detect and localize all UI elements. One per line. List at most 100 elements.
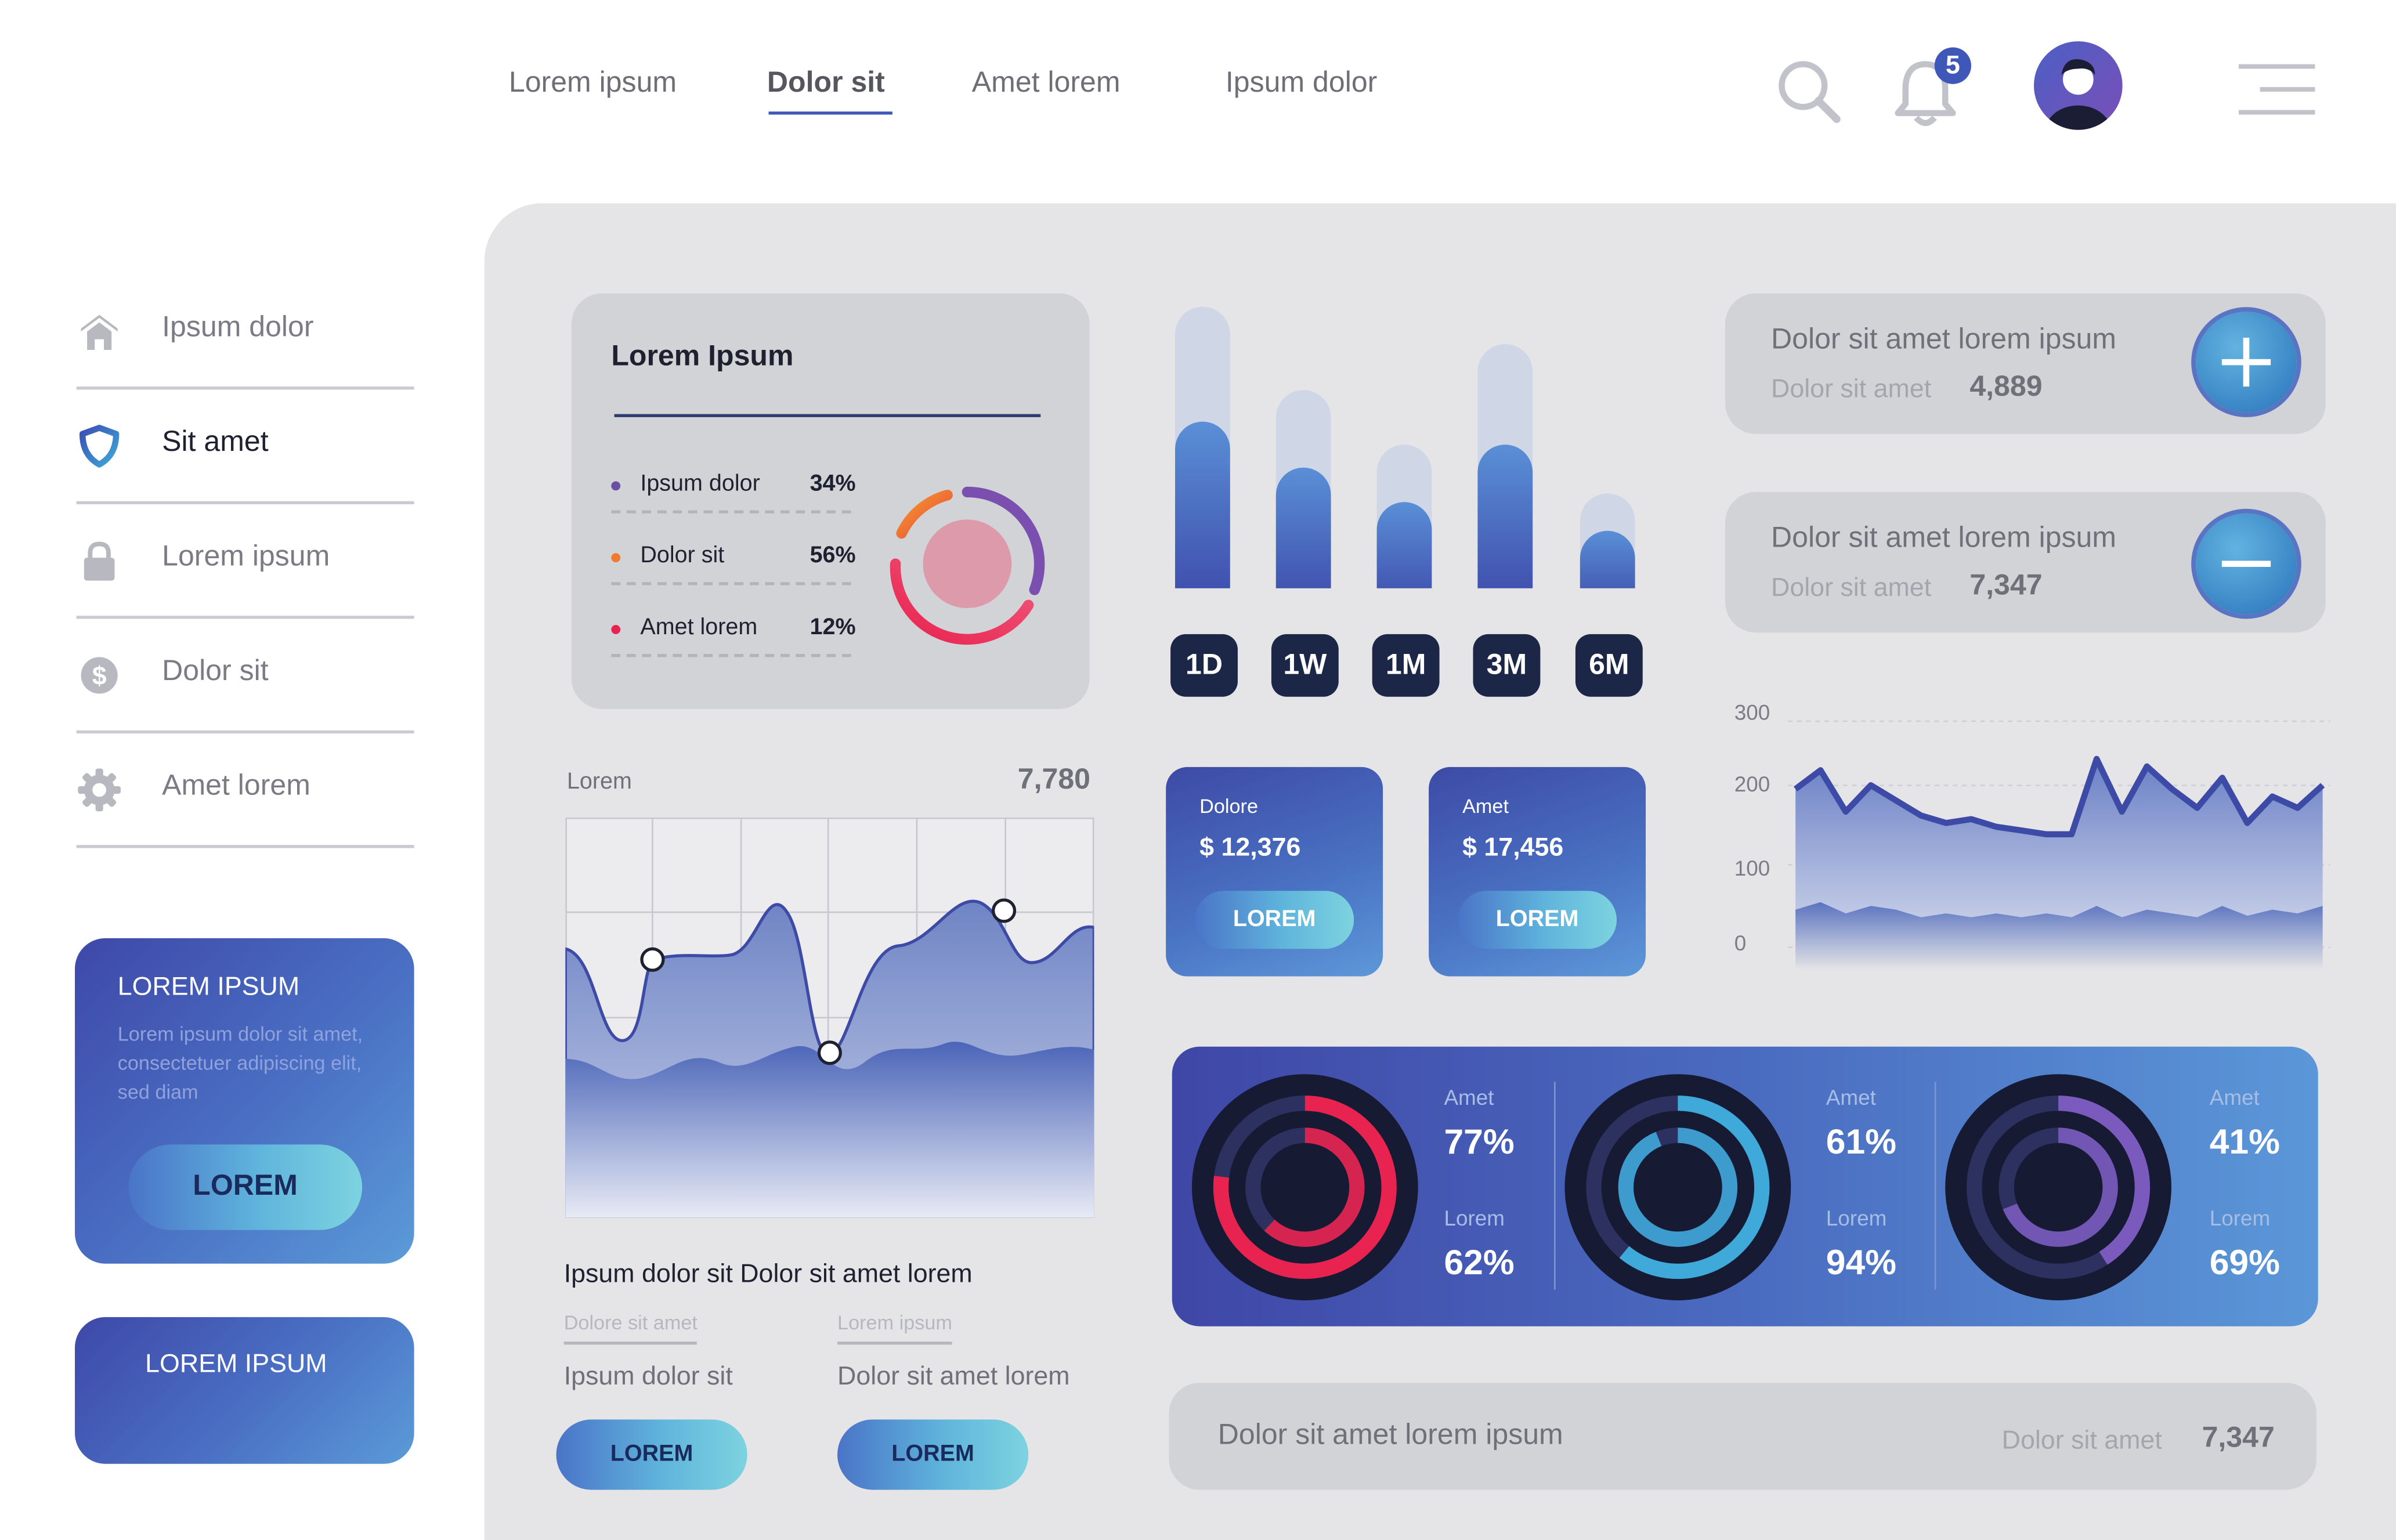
chart-point bbox=[992, 898, 1017, 923]
sidebar-item-label: Dolor sit bbox=[162, 655, 269, 688]
summary-button[interactable]: LOREM bbox=[556, 1419, 747, 1490]
promo-text-line: Lorem ipsum dolor sit amet, bbox=[117, 1022, 363, 1046]
sidebar-divider bbox=[76, 845, 414, 848]
legend-divider bbox=[611, 582, 851, 585]
mini-card-button[interactable]: LOREM bbox=[1458, 891, 1617, 949]
donut-chart bbox=[1564, 1074, 1791, 1300]
nav-tab-ipsum-dolor[interactable]: Ipsum dolor bbox=[1225, 67, 1378, 100]
period-bar-chart bbox=[1161, 306, 1666, 596]
legend-row: Amet lorem 12% bbox=[611, 608, 856, 669]
period-button-1w[interactable]: 1W bbox=[1271, 634, 1339, 697]
period-button-6m[interactable]: 6M bbox=[1575, 634, 1643, 697]
bar bbox=[1376, 502, 1432, 596]
promo-card-small[interactable]: LOREM IPSUM bbox=[75, 1317, 414, 1464]
search-icon[interactable] bbox=[1773, 55, 1846, 128]
bar bbox=[1580, 530, 1635, 596]
footer-sub: Dolor sit amet bbox=[2001, 1425, 2162, 1455]
y-tick: 0 bbox=[1734, 930, 1747, 955]
summary-sub: Dolore sit amet bbox=[563, 1311, 698, 1345]
bar bbox=[1275, 467, 1331, 596]
donut-label: Lorem bbox=[2209, 1205, 2271, 1230]
promo-title: LOREM IPSUM bbox=[145, 1349, 327, 1379]
legend-dot bbox=[611, 553, 621, 563]
mini-card-button[interactable]: LOREM bbox=[1195, 891, 1354, 949]
menu-icon[interactable] bbox=[2238, 61, 2318, 119]
area-chart bbox=[565, 817, 1094, 1218]
summary-button[interactable]: LOREM bbox=[837, 1419, 1029, 1490]
sidebar-item-label: Amet lorem bbox=[162, 770, 310, 802]
mini-card-title: Amet bbox=[1462, 794, 1509, 818]
sidebar-item-label: Sit amet bbox=[162, 426, 269, 458]
donut-divider bbox=[1934, 1082, 1936, 1290]
summary-text: Ipsum dolor sit bbox=[563, 1361, 733, 1391]
gear-icon bbox=[78, 768, 121, 812]
donut-chart bbox=[1945, 1074, 2171, 1300]
donut-arc-outer bbox=[1619, 1096, 1770, 1279]
legend-dot bbox=[611, 481, 621, 491]
sidebar-item-dolor-sit[interactable]: $ Dolor sit bbox=[77, 631, 413, 744]
donut-center bbox=[2021, 1150, 2095, 1224]
nav-tab-amet-lorem[interactable]: Amet lorem bbox=[971, 67, 1121, 100]
sidebar-divider bbox=[76, 730, 414, 733]
donut-arc-outer bbox=[2058, 1096, 2151, 1265]
legend-row: Ipsum dolor 34% bbox=[611, 465, 856, 526]
chart-point bbox=[817, 1040, 842, 1065]
dollar-icon: $ bbox=[81, 657, 118, 694]
footer-value: 7,347 bbox=[2202, 1422, 2275, 1455]
legend-label: Dolor sit bbox=[640, 542, 725, 569]
donut-label: Amet bbox=[2209, 1084, 2260, 1109]
sidebar-item-amet-lorem[interactable]: Amet lorem bbox=[77, 746, 413, 859]
promo-button[interactable]: LOREM bbox=[128, 1144, 363, 1230]
period-button-3m[interactable]: 3M bbox=[1473, 634, 1541, 697]
donut-value: 77% bbox=[1444, 1121, 1515, 1162]
nav-tab-lorem-ipsum[interactable]: Lorem ipsum bbox=[508, 67, 677, 100]
donut-value: 62% bbox=[1444, 1242, 1515, 1282]
mini-card-value: $ 17,456 bbox=[1462, 833, 1564, 862]
bar bbox=[1175, 421, 1230, 596]
donut-chart bbox=[1191, 1074, 1418, 1300]
donut-label: Amet bbox=[1444, 1084, 1494, 1109]
sidebar-item-sit-amet[interactable]: Sit amet bbox=[77, 402, 413, 515]
title-underline bbox=[614, 414, 1041, 417]
sidebar-item-lorem-ipsum[interactable]: Lorem ipsum bbox=[77, 516, 413, 630]
mini-card-title: Dolore bbox=[1199, 794, 1258, 818]
stat-card-sub: Dolor sit amet bbox=[1770, 573, 1932, 602]
shield-icon bbox=[79, 425, 120, 468]
legend-dot bbox=[611, 625, 621, 634]
period-button-1m[interactable]: 1M bbox=[1372, 634, 1440, 697]
add-button[interactable] bbox=[2196, 312, 2297, 413]
y-tick: 300 bbox=[1734, 700, 1770, 725]
home-icon bbox=[81, 314, 118, 350]
remove-button[interactable] bbox=[2196, 513, 2297, 614]
sidebar-item-ipsum-dolor[interactable]: Ipsum dolor bbox=[77, 287, 413, 400]
mini-card-value: $ 12,376 bbox=[1199, 833, 1301, 862]
stat-card-title: Dolor sit amet lorem ipsum bbox=[1770, 324, 2116, 356]
lock-icon bbox=[84, 541, 115, 581]
area-chart-value: 7,780 bbox=[1017, 764, 1090, 796]
series-area bbox=[1795, 902, 2323, 971]
stat-card-value: 7,347 bbox=[1969, 570, 2043, 602]
avatar[interactable] bbox=[2033, 41, 2123, 130]
legend-row: Dolor sit 56% bbox=[611, 536, 856, 597]
legend-value: 12% bbox=[809, 614, 856, 641]
legend-label: Ipsum dolor bbox=[640, 471, 760, 497]
svg-text:$: $ bbox=[92, 661, 107, 691]
donut-arc-inner bbox=[2003, 1127, 2118, 1247]
sidebar-divider bbox=[76, 616, 414, 619]
stat-card-sub: Dolor sit amet bbox=[1770, 374, 1932, 404]
y-tick: 200 bbox=[1734, 771, 1770, 796]
y-tick: 100 bbox=[1734, 855, 1770, 880]
legend-divider bbox=[611, 510, 851, 514]
summary-sub: Lorem ipsum bbox=[837, 1311, 952, 1345]
nav-tab-dolor-sit[interactable]: Dolor sit bbox=[767, 67, 885, 100]
notification-badge: 5 bbox=[1934, 47, 1971, 84]
donut-value: 94% bbox=[1826, 1242, 1897, 1282]
breakdown-ring bbox=[890, 486, 1045, 645]
footer-stat-bar: Dolor sit amet lorem ipsum Dolor sit ame… bbox=[1169, 1383, 2317, 1490]
breakdown-title: Lorem Ipsum bbox=[611, 341, 794, 373]
summary-headline: Ipsum dolor sit Dolor sit amet lorem bbox=[563, 1259, 973, 1288]
legend-divider bbox=[611, 654, 851, 657]
mini-card-dolore: Dolore $ 12,376 LOREM bbox=[1166, 767, 1383, 977]
period-button-1d[interactable]: 1D bbox=[1170, 634, 1238, 697]
